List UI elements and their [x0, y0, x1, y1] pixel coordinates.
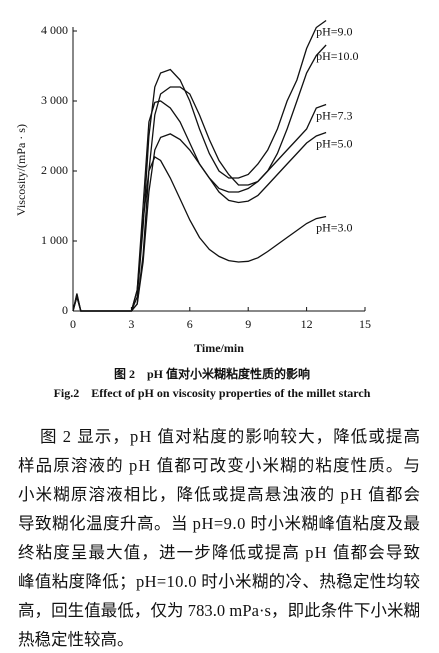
body-line: 峰值粘度降低；pH=10.0 时小米糊的冷、热稳定性均较 [18, 572, 420, 591]
series-line [72, 19, 327, 312]
y-tick-label: 4 000 [41, 23, 68, 37]
series-line [72, 156, 327, 312]
x-tick-label: 9 [245, 317, 251, 331]
series-line [72, 44, 327, 312]
body-line: 图 2 显示，pH 值对粘度的影响较大，降低或提高 [40, 427, 420, 446]
series-line [72, 100, 327, 312]
body-line: 高，回生值最低，仅为 783.0 mPa·s，即此条件下小米糊 [18, 601, 420, 620]
y-tick-label: 0 [62, 303, 68, 317]
series-label: pH=3.0 [316, 220, 352, 234]
body-line: 导致糊化温度升高。当 pH=9.0 时小米糊峰值粘度及最 [18, 514, 420, 533]
caption-cn: 图 2 pH 值对小米糊粘度性质的影响 [114, 366, 310, 381]
y-tick-label: 1 000 [41, 233, 68, 247]
x-tick-label: 12 [301, 317, 313, 331]
series-line [72, 131, 327, 312]
series-label: pH=10.0 [316, 49, 358, 63]
x-tick-label: 15 [359, 317, 371, 331]
x-tick-label: 6 [187, 317, 193, 331]
x-tick-label: 3 [128, 317, 134, 331]
body-line: 小米糊原溶液相比，降低或提高悬浊液的 pH 值都会 [18, 485, 420, 504]
caption-en: Fig.2 Effect of pH on viscosity properti… [54, 386, 371, 400]
y-tick-label: 2 000 [41, 163, 68, 177]
series-label: pH=5.0 [316, 136, 352, 150]
series-label: pH=9.0 [316, 24, 352, 38]
x-axis-label: Time/min [194, 341, 244, 355]
y-axis-label: Viscosity/(mPa · s) [14, 124, 28, 216]
body-line: 终粘度呈最大值，进一步降低或提高 pH 值都会导致 [18, 543, 420, 562]
y-tick-label: 3 000 [41, 93, 68, 107]
series-label: pH=7.3 [316, 108, 352, 122]
x-tick-label: 0 [70, 317, 76, 331]
body-line: 样品原溶液的 pH 值都可改变小米糊的粘度性质。与 [18, 456, 420, 475]
body-line: 热稳定性较高。 [18, 630, 134, 649]
